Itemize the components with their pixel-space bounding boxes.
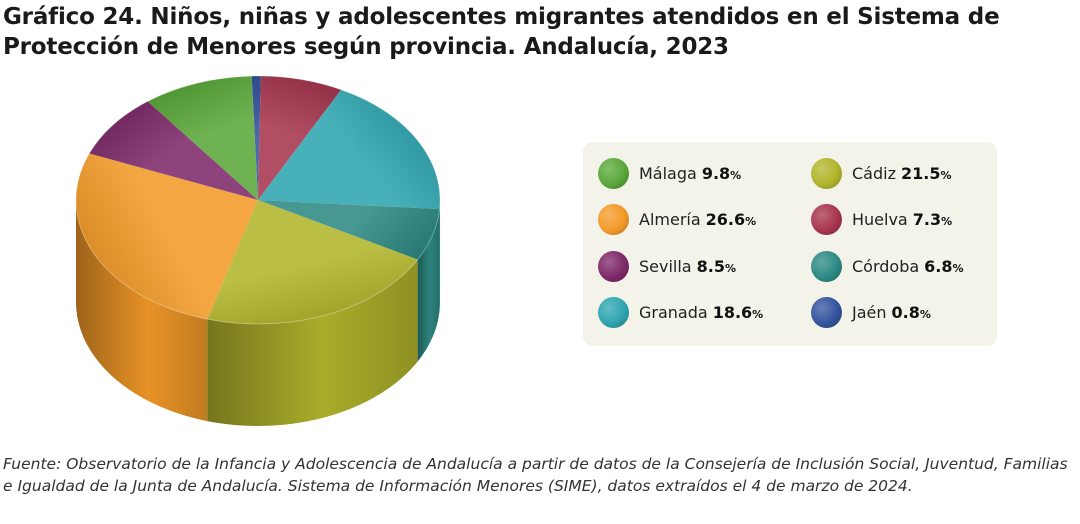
legend-label: Jaén	[852, 302, 887, 322]
legend-value: 18.6%	[712, 302, 764, 322]
legend-label: Málaga	[639, 163, 697, 183]
legend-item-córdoba: Córdoba 6.8%	[811, 249, 964, 283]
legend-unit: %	[730, 168, 742, 182]
legend-label: Córdoba	[852, 256, 920, 276]
slice-granada	[258, 89, 440, 210]
legend-label: Almería	[639, 209, 701, 229]
legend-marker	[598, 157, 629, 189]
slice-side-cádiz	[207, 259, 418, 426]
legend-marker	[811, 296, 842, 328]
legend-item-sevilla: Sevilla 8.5%	[598, 249, 736, 283]
legend-item-cádiz: Cádiz 21.5%	[811, 156, 952, 190]
legend-label: Granada	[639, 302, 708, 322]
legend-item-huelva: Huelva 7.3%	[811, 202, 952, 236]
legend-marker	[598, 203, 629, 235]
legend-marker	[811, 203, 842, 235]
legend-item-málaga: Málaga 9.8%	[598, 156, 741, 190]
legend-item-granada: Granada 18.6%	[598, 295, 763, 329]
slice-side-córdoba	[417, 209, 440, 362]
slice-málaga	[147, 76, 258, 200]
legend-marker	[598, 296, 629, 328]
legend-label: Sevilla	[639, 256, 692, 276]
legend-value: 6.8%	[924, 256, 964, 276]
legend-value: 8.5%	[696, 256, 736, 276]
source-note: Fuente: Observatorio de la Infancia y Ad…	[3, 455, 1068, 495]
pie-chart	[75, 75, 441, 426]
slice-jaén	[251, 76, 261, 200]
slice-almería	[75, 153, 258, 320]
legend-unit: %	[724, 261, 736, 275]
legend-value: 21.5%	[900, 163, 952, 183]
slice-córdoba	[258, 200, 440, 260]
legend-value: 0.8%	[891, 302, 931, 322]
slice-side-almería	[75, 200, 208, 422]
legend-value: 26.6%	[705, 209, 757, 229]
legend-value: 9.8%	[701, 163, 742, 183]
slice-cádiz	[207, 200, 418, 324]
legend-label: Cádiz	[852, 163, 896, 183]
legend-unit: %	[752, 307, 764, 321]
legend-unit: %	[940, 168, 952, 182]
legend-marker	[811, 250, 842, 282]
legend-value: 7.3%	[912, 209, 953, 229]
pie-rim	[75, 75, 441, 325]
slice-huelva	[258, 76, 342, 200]
legend-unit: %	[941, 214, 953, 228]
legend: Málaga 9.8% Cádiz 21.5% Almería 26.6% Huelva 7.…	[583, 142, 997, 346]
legend-marker	[598, 250, 629, 282]
legend-item-jaén: Jaén 0.8%	[811, 295, 931, 329]
legend-item-almería: Almería 26.6%	[598, 202, 756, 236]
legend-unit: %	[952, 261, 964, 275]
legend-unit: %	[745, 214, 757, 228]
slice-sevilla	[89, 101, 259, 200]
legend-unit: %	[919, 307, 931, 321]
legend-marker	[811, 157, 842, 189]
chart-title: Gráfico 24. Niños, niñas y adolescentes …	[3, 4, 1000, 60]
legend-label: Huelva	[852, 209, 908, 229]
